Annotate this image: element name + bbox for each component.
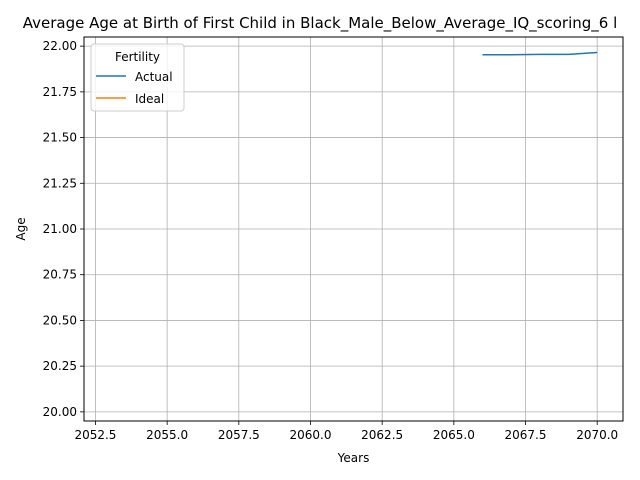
y-tick-label: 20.25 — [43, 359, 77, 373]
y-tick-label: 20.75 — [43, 268, 77, 282]
x-tick-label: 2062.5 — [361, 428, 403, 442]
legend: Fertility Actual Ideal — [90, 43, 185, 112]
legend-label-ideal: Ideal — [135, 92, 164, 106]
y-tick-label: 22.00 — [43, 39, 77, 53]
y-tick-label: 20.00 — [43, 405, 77, 419]
y-tick-label: 21.25 — [43, 176, 77, 190]
y-tick-label: 21.00 — [43, 222, 77, 236]
legend-label-actual: Actual — [135, 70, 173, 84]
x-tick-label: 2065.0 — [433, 428, 475, 442]
y-tick-label: 21.50 — [43, 131, 77, 145]
y-axis-label: Age — [14, 217, 28, 240]
x-tick-label: 2052.5 — [74, 428, 116, 442]
grid — [84, 37, 623, 421]
x-tick-label: 2060.0 — [289, 428, 331, 442]
x-tick-label: 2055.0 — [146, 428, 188, 442]
x-axis-label: Years — [337, 451, 370, 465]
legend-title: Fertility — [115, 50, 160, 64]
y-axis-ticks: 20.00 20.25 20.50 20.75 21.00 21.25 21.50 21.75… — [43, 39, 84, 419]
y-tick-label: 21.75 — [43, 85, 77, 99]
legend-box — [90, 43, 185, 112]
series-layer — [482, 51, 598, 56]
series-line-actual — [482, 51, 598, 56]
x-tick-label: 2057.5 — [218, 428, 260, 442]
y-tick-label: 20.50 — [43, 313, 77, 327]
x-tick-label: 2070.0 — [576, 428, 618, 442]
x-axis-ticks: 2052.5 2055.0 2057.5 2060.0 2062.5 2065.0 2067… — [74, 421, 618, 442]
x-tick-label: 2067.5 — [505, 428, 547, 442]
chart-title: Average Age at Birth of First Child in B… — [23, 14, 618, 33]
